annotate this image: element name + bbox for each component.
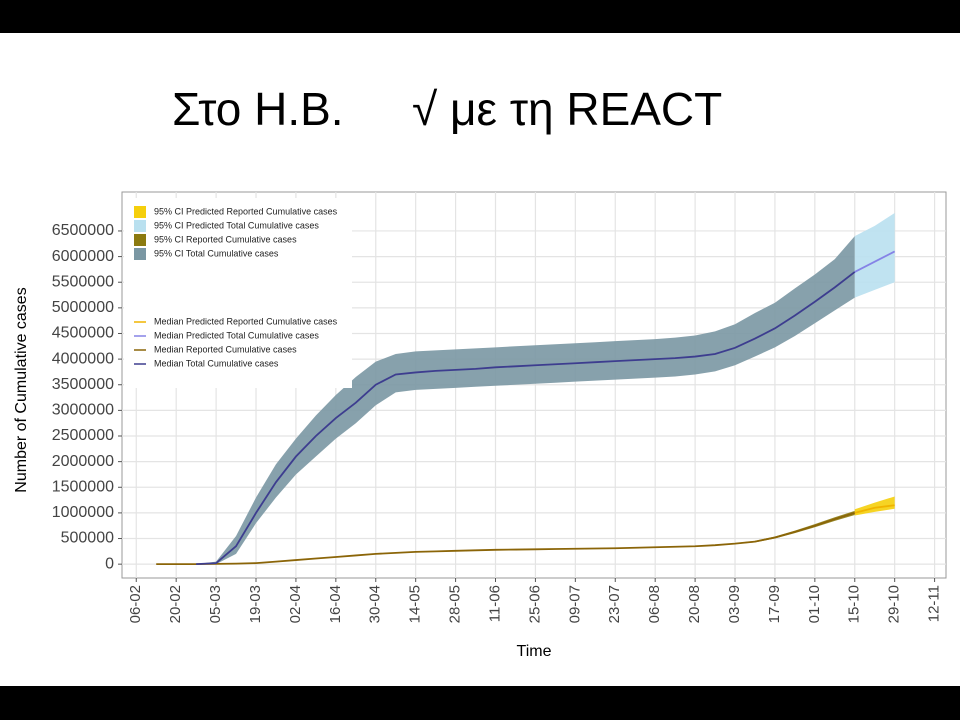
- y-tick-label: 5000000: [52, 299, 114, 316]
- legend-label: 95% CI Total Cumulative cases: [154, 248, 279, 258]
- legend-label: Median Total Cumulative cases: [154, 358, 279, 368]
- legend-swatch: [134, 206, 146, 218]
- y-tick-label: 4000000: [52, 350, 114, 367]
- y-tick-label: 0: [105, 555, 114, 572]
- y-tick-label: 2000000: [52, 453, 114, 470]
- x-tick-label: 19-03: [247, 585, 264, 623]
- bottom-bar: [0, 686, 960, 720]
- x-tick-label: 23-07: [606, 585, 623, 623]
- x-tick-label: 01-10: [806, 585, 823, 623]
- y-tick-label: 5500000: [52, 273, 114, 290]
- x-tick-label: 15-10: [846, 585, 863, 623]
- x-tick-label: 25-06: [526, 585, 543, 623]
- x-axis-label: Time: [517, 643, 552, 660]
- x-tick-label: 05-03: [207, 585, 224, 623]
- y-tick-label: 500000: [61, 530, 114, 547]
- y-tick-label: 1000000: [52, 504, 114, 521]
- top-bar: [0, 0, 960, 33]
- x-tick-label: 20-02: [167, 585, 184, 623]
- y-tick-label: 3000000: [52, 402, 114, 419]
- legend-swatch: [134, 220, 146, 232]
- x-tick-label: 17-09: [766, 585, 783, 623]
- x-tick-label: 03-09: [726, 585, 743, 623]
- legend-label: 95% CI Predicted Reported Cumulative cas…: [154, 206, 338, 216]
- legend-swatch: [134, 248, 146, 260]
- x-tick-label: 02-04: [287, 585, 304, 623]
- y-tick-label: 2500000: [52, 427, 114, 444]
- median-line: [156, 512, 856, 566]
- ci-band: [854, 213, 895, 298]
- x-tick-label: 12-11: [926, 585, 943, 622]
- legend-label: 95% CI Reported Cumulative cases: [154, 234, 297, 244]
- x-tick-label: 06-02: [127, 585, 144, 623]
- legend-box: [124, 198, 352, 388]
- y-tick-label: 6000000: [52, 248, 114, 265]
- y-axis-label: Number of Cumulative cases: [13, 287, 30, 492]
- y-tick-label: 1500000: [52, 478, 114, 495]
- y-tick-label: 4500000: [52, 325, 114, 342]
- legend-label: Median Predicted Reported Cumulative cas…: [154, 316, 338, 326]
- x-tick-label: 06-08: [646, 585, 663, 623]
- x-tick-label: 09-07: [566, 585, 583, 623]
- x-tick-label: 28-05: [447, 585, 464, 623]
- x-tick-label: 14-05: [407, 585, 424, 623]
- median-line: [854, 504, 895, 514]
- median-line: [196, 271, 856, 566]
- slide-subtitle: √ με τη REACT: [412, 83, 722, 135]
- y-tick-label: 6500000: [52, 222, 114, 239]
- x-tick-label: 29-10: [886, 585, 903, 623]
- x-tick-label: 30-04: [367, 585, 384, 623]
- legend-swatch: [134, 234, 146, 246]
- x-tick-label: 20-08: [686, 585, 703, 623]
- legend-label: Median Predicted Total Cumulative cases: [154, 330, 319, 340]
- legend-label: 95% CI Predicted Total Cumulative cases: [154, 220, 319, 230]
- x-tick-label: 11-06: [486, 585, 503, 622]
- y-tick-label: 3500000: [52, 376, 114, 393]
- x-tick-label: 16-04: [327, 585, 344, 623]
- median-line: [854, 250, 896, 273]
- legend-label: Median Reported Cumulative cases: [154, 344, 297, 354]
- slide-title: Στο Η.Β.: [172, 83, 344, 135]
